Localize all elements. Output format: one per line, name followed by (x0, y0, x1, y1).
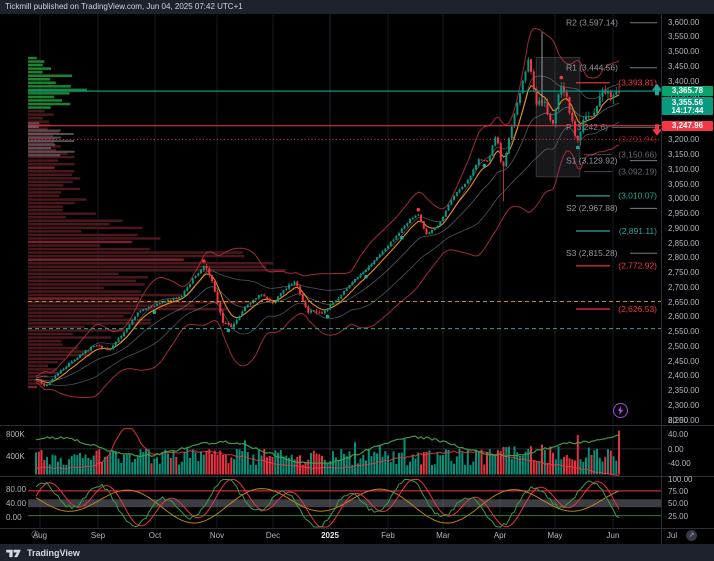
svg-text:(3,092.19): (3,092.19) (618, 167, 657, 177)
candlesticks (35, 32, 620, 387)
svg-text:(3,150.66): (3,150.66) (618, 149, 657, 159)
oscillator-pane (28, 479, 661, 528)
tradingview-logo[interactable] (6, 547, 22, 558)
svg-text:(2,891.11): (2,891.11) (619, 226, 657, 236)
lightning-badge[interactable] (613, 403, 628, 418)
pivot-levels: R2 (3,597.14) R1 (3,444.56)(3,393.81) (3,2… (566, 18, 657, 314)
svg-text:(2,626.53): (2,626.53) (618, 304, 657, 314)
svg-text:(2,772.92): (2,772.92) (618, 261, 657, 271)
signal-dots (152, 75, 580, 333)
price-axis[interactable] (662, 14, 714, 528)
svg-text:S3 (2,815.28): S3 (2,815.28) (566, 248, 618, 258)
up-arrow-icon (652, 83, 662, 96)
down-arrow-icon (652, 124, 662, 136)
signal-arrows (652, 83, 662, 136)
svg-text:R2 (3,597.14): R2 (3,597.14) (566, 18, 618, 28)
svg-text:(3,010.07): (3,010.07) (618, 191, 657, 201)
publish-note: Tickmill published on TradingView.com, J… (5, 2, 243, 11)
svg-text:(3,393.81): (3,393.81) (618, 78, 657, 88)
publish-header: Tickmill published on TradingView.com, J… (0, 0, 714, 14)
tradingview-logo-icon (6, 549, 21, 558)
svg-text:S2 (2,967.88): S2 (2,967.88) (566, 203, 618, 213)
svg-text:S1 (3,129.92): S1 (3,129.92) (566, 155, 618, 165)
footer-bar: TradingView (0, 544, 714, 561)
svg-text:P (3,242.6): P (3,242.6) (566, 122, 608, 132)
svg-text:R1 (3,444.56): R1 (3,444.56) (566, 63, 618, 73)
svg-text:(3,201.94): (3,201.94) (618, 134, 657, 144)
bollinger-bands (35, 27, 620, 398)
time-axis[interactable] (0, 528, 714, 544)
tradingview-brand-text[interactable]: TradingView (27, 547, 80, 558)
full-level-lines (28, 90, 661, 330)
volume-profile (28, 56, 286, 389)
pane-separators (0, 14, 714, 544)
lightning-icon (617, 406, 624, 415)
pivot-p-label: P (3,242.6) (566, 122, 657, 132)
volume-pane (28, 428, 661, 477)
